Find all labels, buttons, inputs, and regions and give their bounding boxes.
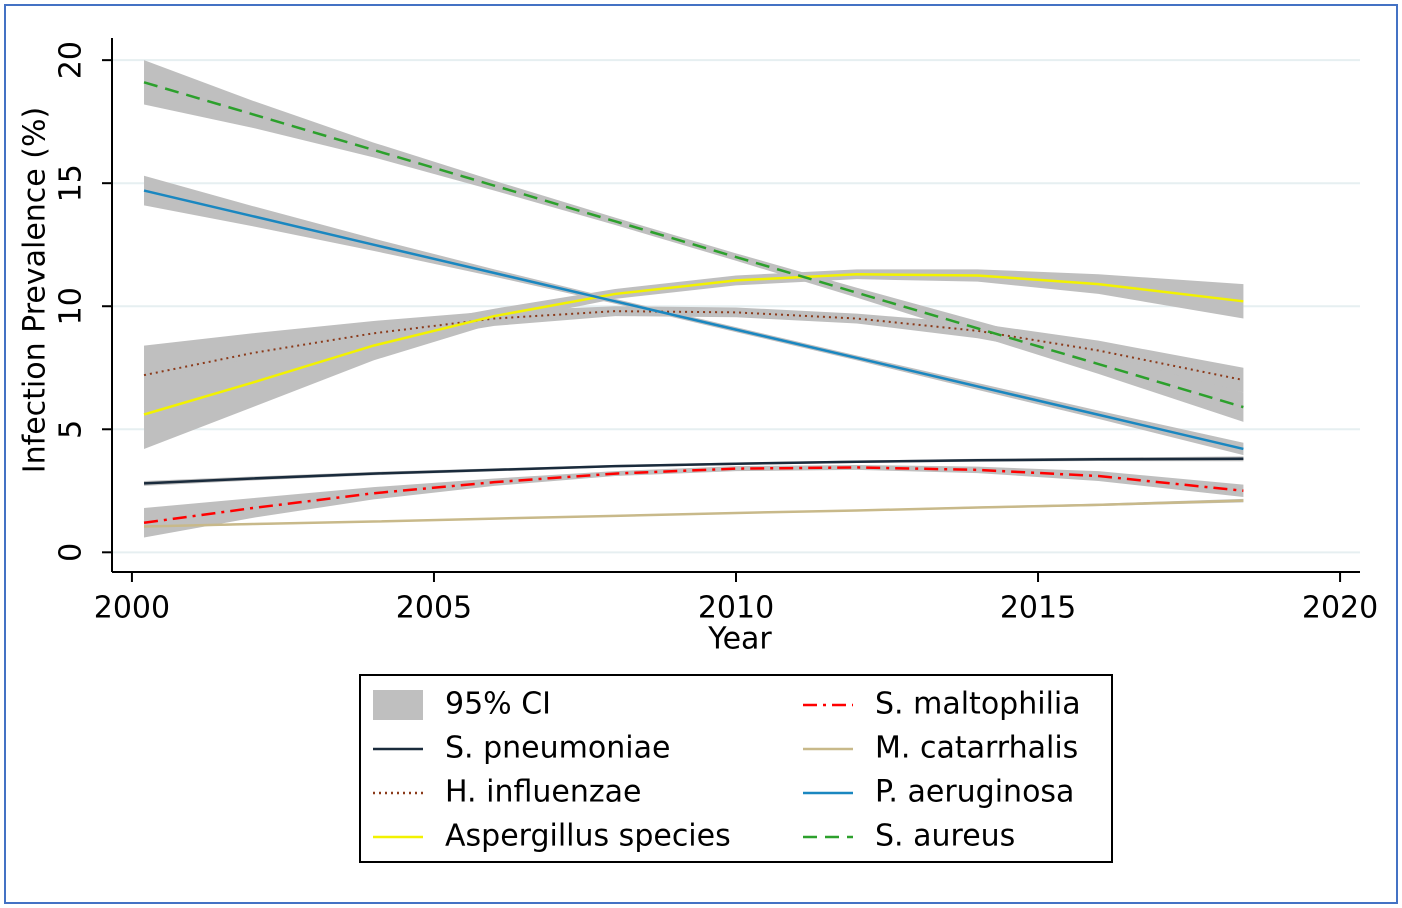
y-tick-label: 5 xyxy=(54,420,89,439)
series-line xyxy=(143,189,1244,451)
ci-band xyxy=(144,60,1244,422)
y-axis-title: Infection Prevalence (%) xyxy=(18,107,53,473)
frame xyxy=(4,4,1398,904)
x-tick-label: 2005 xyxy=(396,591,472,626)
x-tick-label: 2020 xyxy=(1302,591,1378,626)
legend xyxy=(359,674,1113,863)
legend-label: S. aureus xyxy=(875,819,1015,854)
legend-label: S. maltophilia xyxy=(875,687,1081,722)
series-line xyxy=(143,457,1244,485)
x-tick-label: 2010 xyxy=(698,591,774,626)
y-tick-label: 15 xyxy=(54,164,89,202)
legend-label: P. aeruginosa xyxy=(875,775,1074,810)
series-line xyxy=(143,310,1244,382)
y-tick-label: 0 xyxy=(54,543,89,562)
x-tick-label: 2015 xyxy=(1000,591,1076,626)
legend-label: H. influenzae xyxy=(445,775,641,810)
legend-label: S. pneumoniae xyxy=(445,731,670,766)
series-line xyxy=(143,466,1244,525)
x-tick-label: 2000 xyxy=(94,591,170,626)
legend-swatch xyxy=(373,690,423,720)
legend-label: M. catarrhalis xyxy=(875,731,1078,766)
legend-label: Aspergillus species xyxy=(445,819,731,854)
series-line xyxy=(143,499,1244,528)
series-line xyxy=(143,81,1244,409)
y-tick-label: 20 xyxy=(54,41,89,79)
series-line xyxy=(143,272,1244,416)
y-tick-label: 10 xyxy=(54,287,89,325)
x-axis-title: Year xyxy=(707,622,772,657)
legend-label: 95% CI xyxy=(445,687,551,722)
